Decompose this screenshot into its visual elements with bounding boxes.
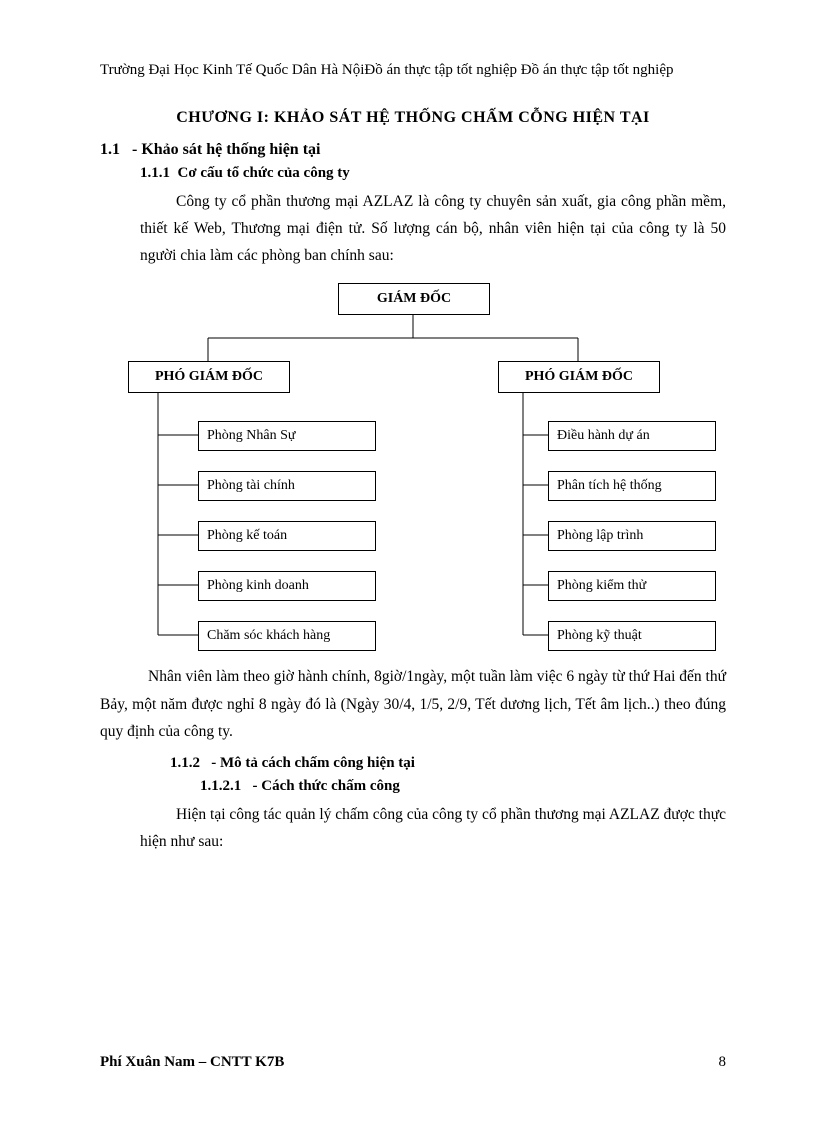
footer-author: Phí Xuân Nam – CNTT K7B (100, 1054, 284, 1070)
org-node-vp2: PHÓ GIÁM ĐỐC (498, 361, 660, 393)
paragraph-schedule: Nhân viên làm theo giờ hành chính, 8giờ/… (100, 663, 726, 744)
section-1-1: 1.1 - Khảo sát hệ thống hiện tại (100, 141, 726, 159)
section-1-1-1: 1.1.1 Cơ cấu tổ chức của công ty (140, 165, 726, 182)
chapter-title: CHƯƠNG I: KHẢO SÁT HỆ THỐNG CHẤM CỖNG HI… (100, 109, 726, 127)
org-chart: GIÁM ĐỐC PHÓ GIÁM ĐỐC PHÓ GIÁM ĐỐC Phòng Nh… (128, 283, 698, 653)
section-title: - Mô tả cách chấm công hiện tại (211, 755, 415, 771)
org-node-vp1: PHÓ GIÁM ĐỐC (128, 361, 290, 393)
org-node-r3: Phòng lập trình (548, 521, 716, 551)
paragraph-intro: Công ty cổ phần thương mại AZLAZ là công… (140, 188, 726, 269)
section-num: 1.1 (100, 141, 120, 159)
org-node-r5: Phòng kỹ thuật (548, 621, 716, 651)
org-node-l5: Chăm sóc khách hàng (198, 621, 376, 651)
section-num: 1.1.2 (170, 755, 200, 771)
org-node-l1: Phòng Nhân Sự (198, 421, 376, 451)
footer-page-number: 8 (719, 1054, 727, 1071)
org-node-r2: Phân tích hệ thống (548, 471, 716, 501)
section-1-1-2-1: 1.1.2.1 - Cách thức chấm công (200, 778, 726, 795)
page-header: Trường Đại Học Kinh Tế Quốc Dân Hà NộiĐồ… (100, 60, 726, 81)
page-footer: Phí Xuân Nam – CNTT K7B 8 (100, 1054, 726, 1071)
section-1-1-2: 1.1.2 - Mô tả cách chấm công hiện tại (170, 755, 726, 772)
org-node-root: GIÁM ĐỐC (338, 283, 490, 315)
org-node-r1: Điều hành dự án (548, 421, 716, 451)
org-node-l3: Phòng kế toán (198, 521, 376, 551)
section-title: Cơ cấu tổ chức của công ty (178, 165, 350, 181)
paragraph-current: Hiện tại công tác quản lý chấm công của … (140, 801, 726, 855)
org-node-r4: Phòng kiểm thử (548, 571, 716, 601)
org-node-l4: Phòng kinh doanh (198, 571, 376, 601)
section-title: - Cách thức chấm công (253, 778, 400, 794)
org-node-l2: Phòng tài chính (198, 471, 376, 501)
section-num: 1.1.1 (140, 165, 170, 181)
section-title: - Khảo sát hệ thống hiện tại (132, 141, 320, 158)
section-num: 1.1.2.1 (200, 778, 241, 794)
